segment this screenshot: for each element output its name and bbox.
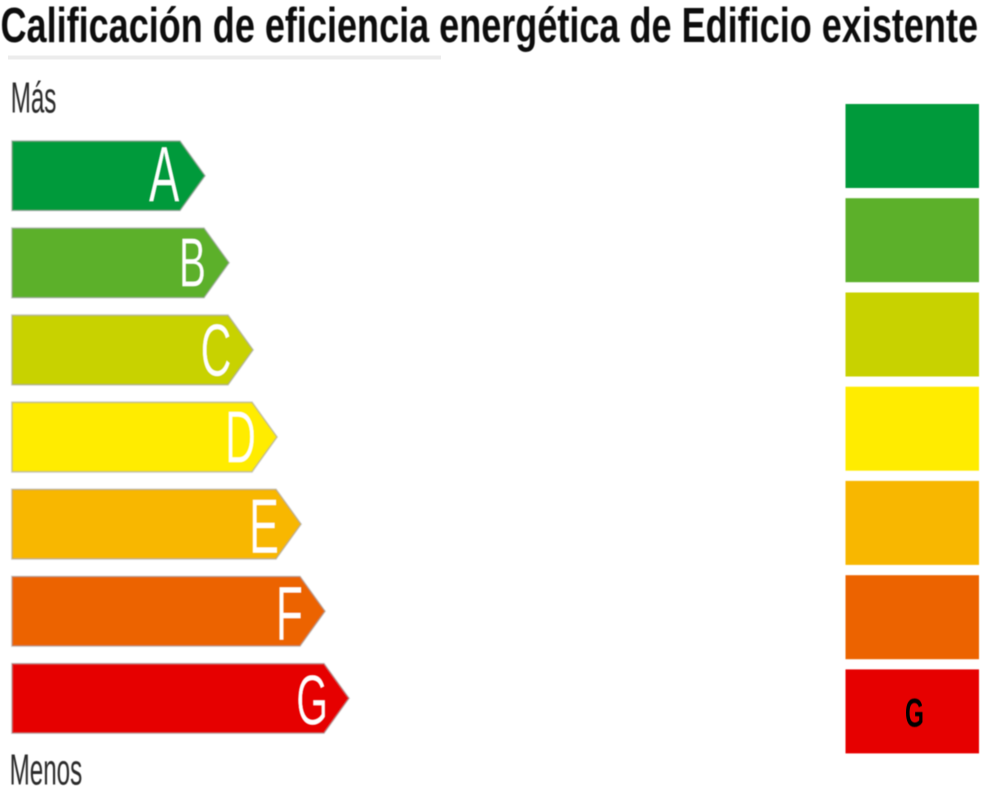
svg-text:B: B: [179, 224, 206, 302]
svg-text:G: G: [296, 662, 328, 740]
svg-text:D: D: [225, 395, 256, 478]
svg-text:Más: Más: [11, 73, 57, 123]
svg-text:Menos: Menos: [10, 745, 83, 795]
svg-text:C: C: [201, 309, 232, 392]
svg-text:F: F: [276, 571, 303, 657]
svg-text:Calificación de eficiencia ene: Calificación de eficiencia energética de…: [1, 0, 979, 53]
svg-text:E: E: [249, 482, 279, 570]
svg-text:G: G: [905, 691, 924, 736]
svg-text:A: A: [149, 131, 180, 219]
